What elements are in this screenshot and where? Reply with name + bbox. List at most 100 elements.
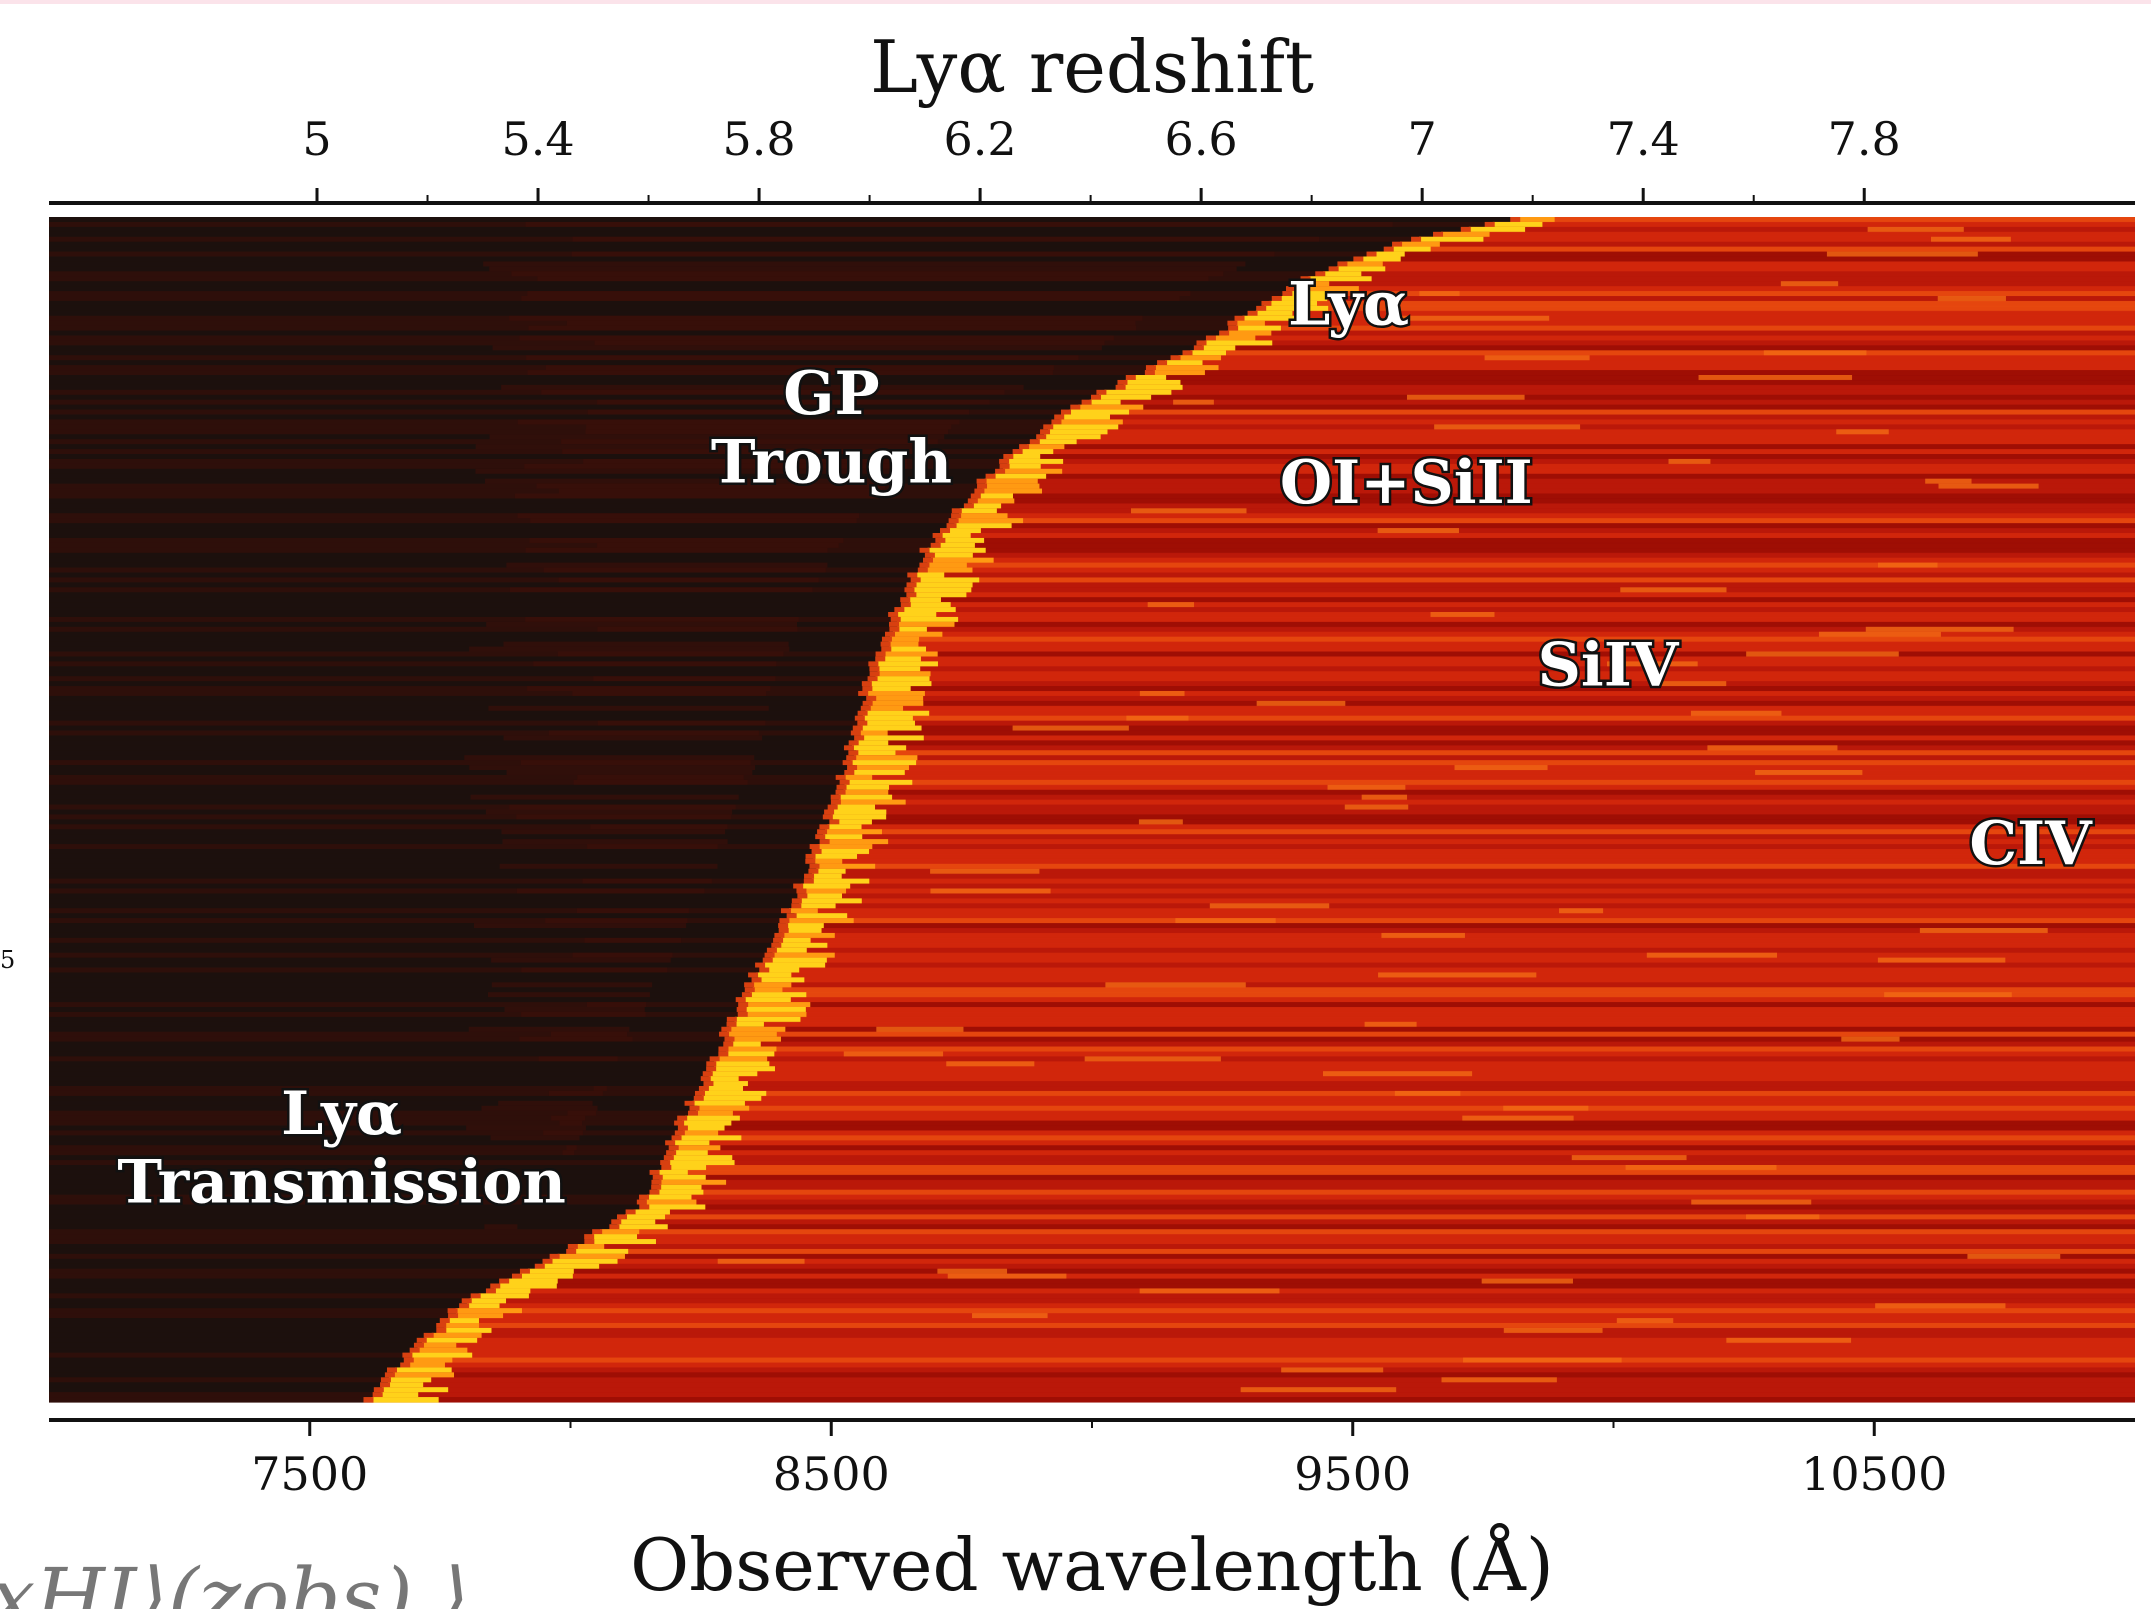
row-edge (674, 1150, 708, 1156)
row-glow (726, 1021, 737, 1028)
row-edge (388, 1382, 424, 1388)
row (617, 1224, 2136, 1230)
row-dark (49, 621, 898, 628)
row-glow (1117, 379, 1128, 386)
row-edge (1293, 286, 1359, 292)
row (1361, 256, 2135, 263)
row-dark (49, 750, 857, 756)
row-edge (1069, 409, 1130, 416)
row (478, 1293, 2135, 1299)
row-edge (685, 1125, 725, 1132)
row-edge (948, 528, 981, 534)
row-edge (679, 1135, 742, 1141)
row-dark-red (485, 478, 885, 485)
row (734, 1016, 2135, 1023)
row-dark (49, 952, 773, 959)
row-edge (856, 740, 889, 746)
row-dark (49, 1239, 593, 1245)
row-edge (843, 774, 873, 781)
row-dark-red (516, 814, 731, 820)
row-edge (527, 1268, 574, 1275)
row (982, 488, 2135, 495)
row (1007, 458, 2135, 465)
row-dark-red (527, 291, 1191, 297)
top-tick-label: 7.4 (1607, 112, 1680, 166)
row-edge (1290, 291, 1330, 297)
row-glow (970, 493, 981, 500)
row-edge (756, 972, 792, 978)
row (745, 1011, 2136, 1018)
row-dark (49, 305, 1265, 312)
row-edge (371, 1397, 439, 1403)
row-glow (778, 928, 789, 934)
row (447, 1318, 2135, 1324)
row-glow (403, 1357, 414, 1364)
row-dark (49, 1377, 389, 1383)
row-dark (49, 671, 878, 677)
row-dark (49, 834, 824, 840)
row-edge (1255, 310, 1293, 317)
row-glow (963, 503, 974, 509)
row-glow (811, 849, 822, 855)
row-dark-red (521, 967, 668, 974)
row-glow (809, 844, 820, 850)
row-edge (799, 898, 862, 904)
row (380, 1392, 2135, 1398)
row (1069, 409, 2135, 416)
row (1492, 221, 2135, 228)
row-dark (49, 567, 926, 574)
row-glow (636, 1199, 647, 1206)
row-glow (875, 651, 886, 658)
row-glow (738, 1002, 749, 1008)
row-dark-red (545, 918, 688, 924)
row-edge (1400, 241, 1440, 248)
row-dark (49, 1308, 456, 1314)
row-glow (1096, 389, 1107, 396)
row-edge (682, 1130, 719, 1136)
row-dark (49, 1160, 669, 1166)
row-glow (423, 1332, 434, 1339)
row-dark (49, 745, 852, 751)
row-edge (1037, 439, 1077, 445)
row (1011, 454, 2135, 460)
row (706, 1086, 2135, 1092)
row-glow (977, 483, 988, 490)
row-edge (1269, 300, 1318, 307)
row-glow (976, 478, 987, 485)
row-bright (1173, 399, 1214, 406)
row-edge (657, 1169, 688, 1176)
row (759, 977, 2136, 983)
row-glow (808, 868, 819, 875)
row-glow (542, 1258, 553, 1265)
row (865, 710, 2135, 717)
row-glow (1227, 320, 1238, 327)
row-edge (695, 1110, 733, 1117)
row-dark (49, 695, 875, 702)
row-dark (49, 1130, 683, 1136)
row-dark (49, 666, 878, 672)
row-edge (877, 666, 921, 672)
row-bright (1398, 315, 1550, 322)
row-bright (1646, 952, 1778, 959)
row (714, 1066, 2135, 1072)
row-dark-red (464, 755, 755, 761)
row (830, 814, 2135, 820)
row-dark (49, 1372, 393, 1378)
row-edge (1391, 246, 1431, 253)
row-dark (49, 740, 857, 746)
row-edge (708, 1076, 739, 1082)
row-dark (49, 1115, 686, 1122)
row-dark-red (543, 1130, 583, 1136)
row-dark (49, 641, 889, 648)
row-bright (1930, 236, 2011, 243)
row-dark (49, 814, 831, 820)
row-edge (381, 1387, 449, 1393)
row-dark-red (587, 844, 718, 850)
row-dark-red (586, 424, 952, 430)
row-glow (736, 1007, 747, 1013)
row-edge (908, 597, 941, 603)
row (912, 587, 2135, 593)
row (408, 1362, 2135, 1369)
annotation: Lyα (281, 1079, 402, 1149)
row-dark-red (504, 1007, 645, 1013)
